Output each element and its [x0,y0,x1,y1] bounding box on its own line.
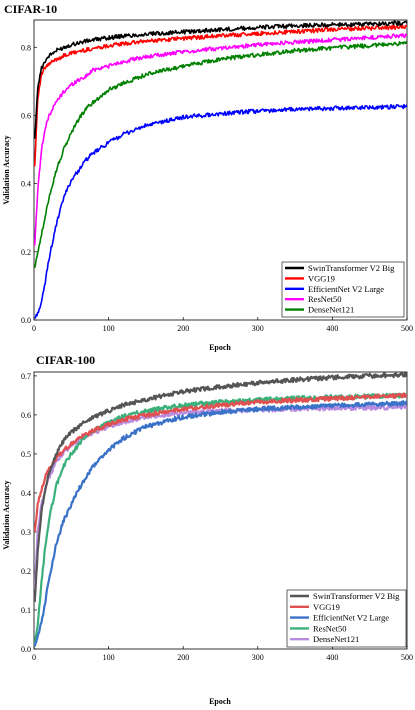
x-tick-label: 500 [401,653,413,662]
x-tick-label: 400 [326,653,338,662]
legend-label: VGG19 [308,273,335,283]
y-tick-label: 0.8 [21,43,31,52]
y-tick-label: 0.0 [21,645,31,654]
series-lines [34,372,407,647]
series-line [34,20,407,139]
chart-cifar10: CIFAR-10 0.0 0.2 0.4 0.6 0.8 0 100 200 300 400 50… [2,2,413,352]
y-axis-label: Validation Accuracy [2,135,11,204]
x-tick-label: 0 [32,653,36,662]
series-line [34,40,407,269]
legend: SwinTransformer V2 BigVGG19EfficientNet … [286,589,407,648]
x-tick-label: 400 [326,324,338,333]
x-axis: 0 100 200 300 400 500 [32,317,413,333]
series-line [34,33,407,246]
y-axis: 0.0 0.1 0.2 0.3 0.4 0.5 0.6 0.7 [21,372,37,654]
y-tick-label: 0.2 [21,248,31,257]
plot-frame [33,19,408,321]
series-line [34,392,407,533]
x-axis-label: Epoch [209,697,231,706]
y-tick-label: 0.6 [21,111,31,120]
series-line [34,24,407,167]
legend-label: SwinTransformer V2 Big [313,591,400,601]
legend-label: EfficientNet V2 Large [308,284,384,294]
x-tick-label: 300 [252,653,264,662]
chart-title: CIFAR-10 [4,2,57,16]
y-axis-label: Validation Accuracy [2,480,11,549]
x-axis-label: Epoch [209,343,231,352]
series-lines [34,20,407,319]
chart-title: CIFAR-100 [36,353,95,367]
legend-label: VGG19 [313,602,340,612]
x-tick-label: 0 [32,324,36,333]
y-tick-label: 0.4 [21,180,31,189]
y-tick-label: 0.0 [21,316,31,325]
legend-label: SwinTransformer V2 Big [308,263,395,273]
y-tick-label: 0.1 [21,606,31,615]
x-tick-label: 200 [177,324,189,333]
legend-label: ResNet50 [308,294,342,304]
legend-label: DenseNet121 [313,634,359,644]
y-tick-label: 0.4 [21,489,31,498]
plot-frame [33,371,408,650]
series-line [34,400,407,647]
x-tick-label: 300 [252,324,264,333]
x-tick-label: 200 [177,653,189,662]
legend-label: ResNet50 [313,623,347,633]
y-tick-label: 0.3 [21,528,31,537]
y-tick-label: 0.5 [21,450,31,459]
x-tick-label: 500 [401,324,413,333]
x-tick-label: 100 [103,653,115,662]
x-tick-label: 100 [103,324,115,333]
y-tick-label: 0.7 [21,372,31,381]
legend-label: DenseNet121 [308,305,354,315]
y-tick-label: 0.2 [21,567,31,576]
legend: SwinTransformer V2 BigVGG19EfficientNet … [281,261,405,318]
legend-label: EfficientNet V2 Large [313,613,389,623]
series-line [34,103,407,319]
y-tick-label: 0.6 [21,411,31,420]
series-line [34,372,407,603]
y-axis: 0.0 0.2 0.4 0.6 0.8 [21,43,37,325]
chart-cifar100: CIFAR-100 0.0 0.1 0.2 0.3 0.4 0.5 0.6 0.7 0 100 2… [2,353,413,706]
x-axis: 0 100 200 300 400 500 [32,646,413,662]
